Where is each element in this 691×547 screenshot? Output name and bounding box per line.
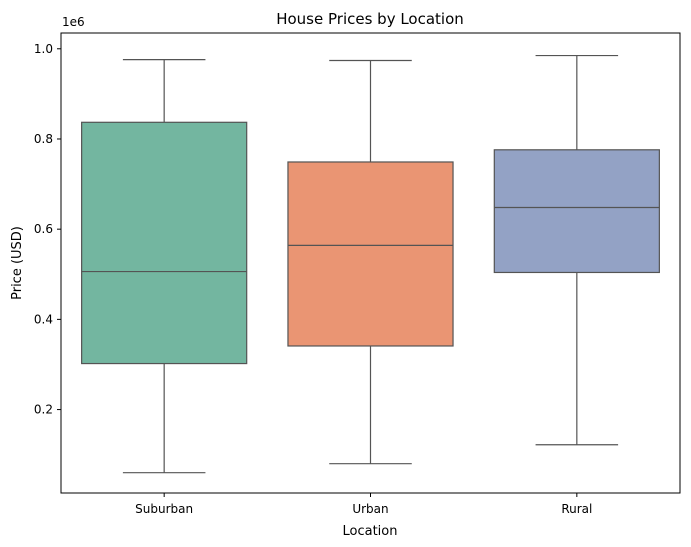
x-tick-label: Urban xyxy=(352,502,388,516)
y-tick-label: 0.8 xyxy=(34,132,53,146)
x-axis-label: Location xyxy=(343,524,398,539)
box-rural xyxy=(493,54,660,446)
y-tick-label: 0.4 xyxy=(34,312,53,326)
x-tick-label: Suburban xyxy=(135,502,193,516)
chart-title: House Prices by Location xyxy=(276,10,464,28)
x-tick-label: Rural xyxy=(561,502,592,516)
box-iqr xyxy=(493,149,660,274)
y-tick-label: 1.0 xyxy=(34,42,53,56)
box-suburban xyxy=(81,59,248,474)
box-iqr xyxy=(81,121,248,365)
y-axis-offset-label: 1e6 xyxy=(62,15,85,29)
plot-area: 0.2 0.4 0.6 0.8 1.0 Suburban Urban Rural xyxy=(34,42,660,516)
plot-frame xyxy=(60,32,681,494)
y-tick-label: 0.2 xyxy=(34,403,53,417)
box-iqr xyxy=(287,161,454,347)
box-urban xyxy=(287,59,454,465)
y-tick-label: 0.6 xyxy=(34,222,53,236)
y-axis-label: Price (USD) xyxy=(10,226,25,300)
